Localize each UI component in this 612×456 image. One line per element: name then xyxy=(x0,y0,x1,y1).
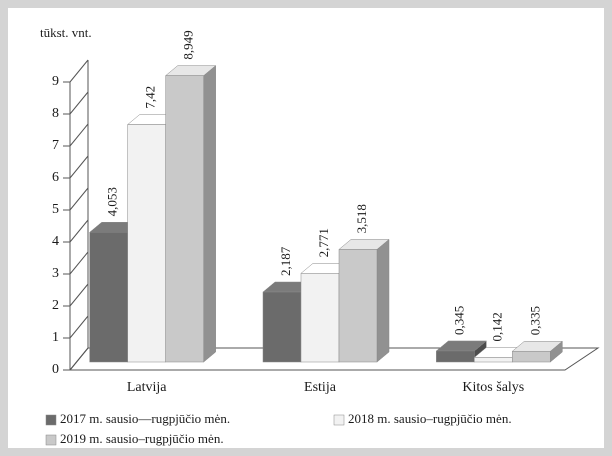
grid-line xyxy=(69,251,89,275)
value-label: 2,771 xyxy=(316,228,331,257)
bar-front xyxy=(338,249,378,363)
bar-front xyxy=(127,124,166,363)
value-label: 3,518 xyxy=(354,204,369,233)
bar-front xyxy=(436,350,475,363)
bar-front xyxy=(474,357,513,363)
value-label: 0,142 xyxy=(489,312,504,341)
grid-line xyxy=(69,347,89,371)
grid-line xyxy=(69,283,89,307)
y-tick-label: 8 xyxy=(52,106,59,121)
y-tick-label: 3 xyxy=(52,266,59,281)
y-tick-label: 1 xyxy=(52,330,59,345)
legend-swatch xyxy=(45,414,57,426)
x-tick-label: Kitos šalys xyxy=(462,380,524,395)
value-label: 8,949 xyxy=(181,30,196,59)
legend-label: 2018 m. sausio–rugpjūčio mėn. xyxy=(348,411,512,426)
y-axis-label: tūkst. vnt. xyxy=(40,25,92,40)
value-label: 7,42 xyxy=(143,86,158,109)
grid-line xyxy=(69,187,89,211)
bar xyxy=(164,65,217,363)
grid-line xyxy=(69,315,89,339)
y-tick-label: 5 xyxy=(52,202,59,217)
y-tick-label: 6 xyxy=(52,170,59,185)
x-tick-label: Latvija xyxy=(127,380,167,395)
y-tick-label: 4 xyxy=(52,234,59,249)
bar-front xyxy=(300,273,340,363)
value-label: 2,187 xyxy=(278,246,293,276)
bar-front xyxy=(89,232,128,363)
legend-label: 2017 m. sausio—rugpjūčio mėn. xyxy=(60,411,230,426)
bar-front xyxy=(262,291,302,363)
legend-swatch xyxy=(45,434,57,446)
y-tick-label: 7 xyxy=(52,138,59,153)
bar-front xyxy=(512,351,551,363)
grid-line xyxy=(69,59,89,83)
legend-swatch xyxy=(333,414,345,426)
y-tick-label: 2 xyxy=(52,298,59,313)
bar xyxy=(338,238,390,363)
bar-side xyxy=(203,65,216,363)
grid-line xyxy=(69,123,89,147)
grid-line xyxy=(69,155,89,179)
bar xyxy=(511,340,564,363)
bar-front xyxy=(165,75,204,363)
grid-line xyxy=(69,219,89,243)
value-label: 0,335 xyxy=(527,306,542,335)
legend-label: 2019 m. sausio–rugpjūčio mėn. xyxy=(60,431,224,446)
y-tick-label: 9 xyxy=(52,74,59,89)
bar-side xyxy=(376,238,390,363)
value-label: 0,345 xyxy=(451,306,466,335)
grid-line xyxy=(69,91,89,115)
value-label: 4,053 xyxy=(105,187,120,216)
y-tick-label: 0 xyxy=(52,362,59,377)
x-tick-label: Estija xyxy=(304,380,337,395)
